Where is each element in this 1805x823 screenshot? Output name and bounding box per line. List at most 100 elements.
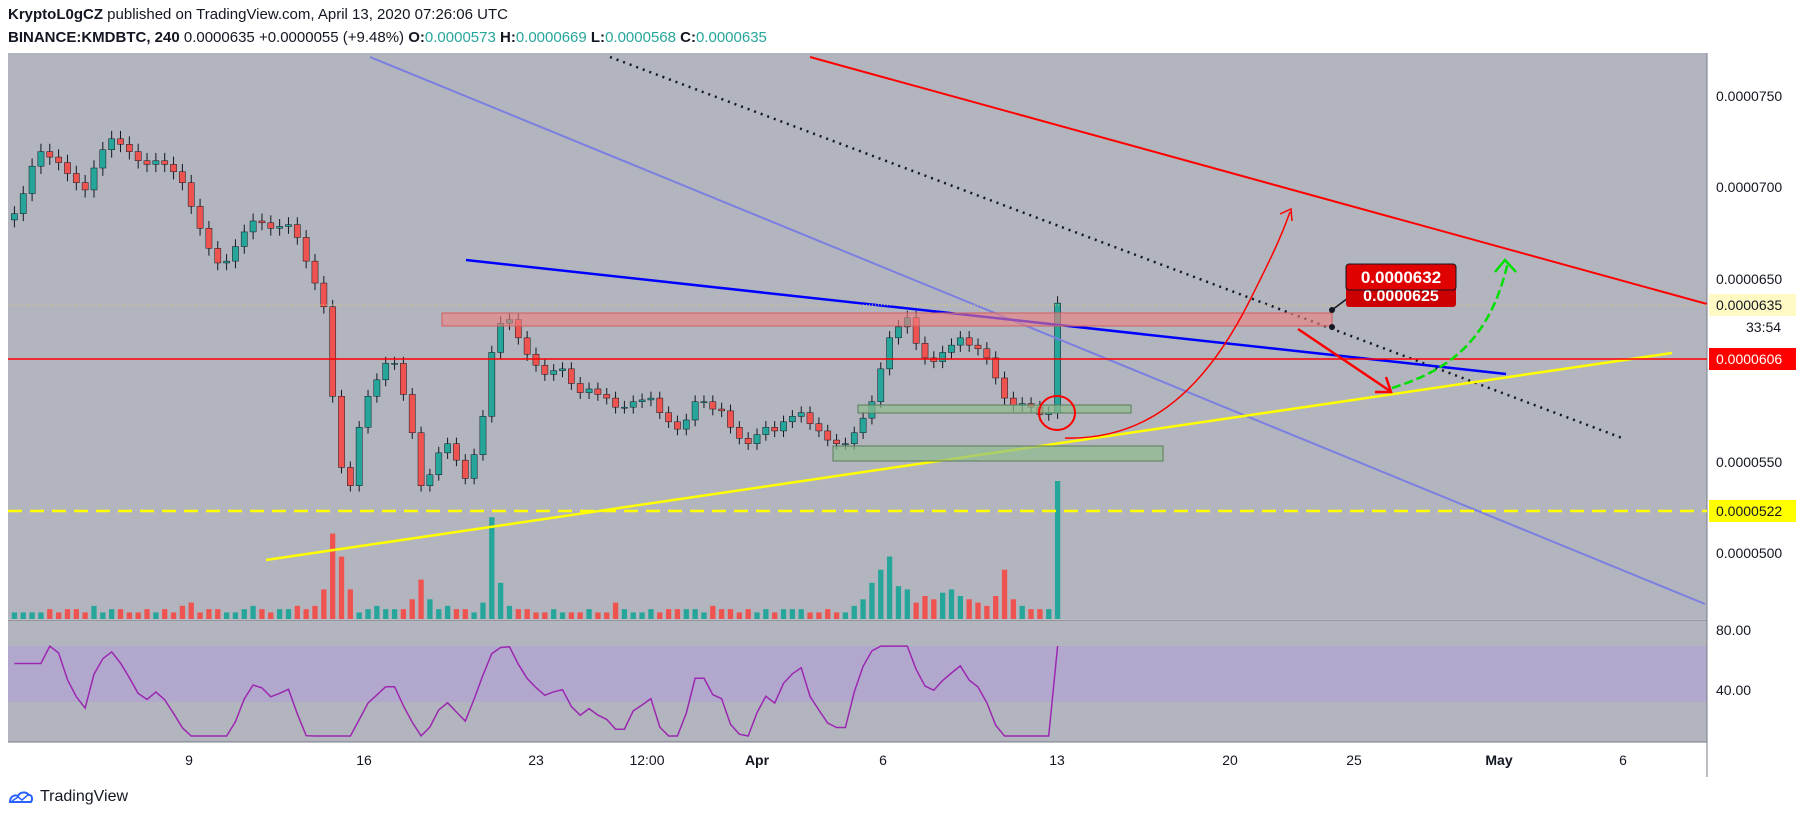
candle-body xyxy=(19,193,27,214)
candle-body xyxy=(886,337,893,370)
rsi-tick: 80.00 xyxy=(1716,622,1751,638)
footer-brand-text: TradingView xyxy=(40,788,129,805)
candle-body xyxy=(408,394,416,434)
candle-body xyxy=(523,337,531,355)
volume-bar xyxy=(551,609,557,619)
candle-body xyxy=(1001,377,1008,399)
volume-bar xyxy=(586,609,592,619)
volume-bar xyxy=(453,609,460,619)
candle-body xyxy=(453,443,460,461)
candle-body xyxy=(815,423,823,432)
volume-bar xyxy=(1010,599,1017,619)
footer-brand[interactable]: TradingView xyxy=(8,788,128,806)
time-tick: 25 xyxy=(1346,752,1362,768)
price-chart[interactable]: 0.0000625 0.0000632 0.0000750 0.0000700 … xyxy=(0,0,1805,780)
candle-body xyxy=(258,220,266,224)
volume-bar xyxy=(471,612,477,619)
volume-bar xyxy=(780,609,787,619)
volume-bar xyxy=(674,609,681,619)
time-tick: 13 xyxy=(1049,752,1065,768)
candle-body xyxy=(276,226,283,229)
volume-bar xyxy=(497,582,504,619)
candle-body xyxy=(311,260,319,284)
red-line-tag xyxy=(1709,348,1796,370)
volume-bar xyxy=(524,609,530,619)
volume-bar xyxy=(303,609,309,619)
candle-body xyxy=(877,368,885,402)
time-tick: 20 xyxy=(1222,752,1238,768)
candle-body xyxy=(956,337,964,346)
volume-bar xyxy=(692,609,698,619)
volume-bar xyxy=(577,612,583,619)
symbol-label[interactable]: BINANCE:KMDBTC, 240 xyxy=(8,29,180,46)
volume-bar xyxy=(754,612,760,619)
volume-bar xyxy=(489,517,495,619)
candle-body xyxy=(143,160,151,165)
candle-body xyxy=(497,322,504,353)
open-value: 0.0000573 xyxy=(424,29,496,46)
volume-bar xyxy=(480,602,486,619)
volume-bar xyxy=(409,599,415,619)
volume-bar xyxy=(29,612,35,619)
volume-bar xyxy=(798,609,804,619)
volume-bar xyxy=(825,609,831,619)
candle-body xyxy=(240,231,248,247)
resistance-zone-box xyxy=(441,312,1333,327)
last-price-tag xyxy=(1709,294,1796,316)
candle-body xyxy=(152,160,160,165)
candle-body xyxy=(126,144,133,152)
price-tick: 0.0000500 xyxy=(1716,545,1782,561)
candle-body xyxy=(727,410,734,428)
candle-body xyxy=(682,419,690,430)
symbol-ohlc-row: BINANCE:KMDBTC, 240 0.0000635 +0.0000055… xyxy=(8,29,767,46)
close-value: 0.0000635 xyxy=(695,29,767,46)
volume-bar xyxy=(957,596,963,619)
author-name[interactable]: KryptoL0gCZ xyxy=(8,6,103,23)
candle-body xyxy=(444,443,451,454)
publish-info: KryptoL0gCZ published on TradingView.com… xyxy=(8,6,508,23)
candle-body xyxy=(373,379,381,397)
candle-body xyxy=(824,430,832,441)
volume-bar xyxy=(462,609,468,619)
time-tick: 23 xyxy=(528,752,544,768)
candle-body xyxy=(435,452,443,476)
volume-bar xyxy=(436,609,442,619)
volume-bar xyxy=(126,612,132,619)
candle-body xyxy=(735,427,743,439)
candle-body xyxy=(302,237,310,262)
volume-bar xyxy=(886,556,893,619)
candle-body xyxy=(780,421,787,432)
candle-body xyxy=(541,364,549,375)
volume-bar xyxy=(197,612,203,619)
time-tick: 12:00 xyxy=(629,752,664,768)
tradingview-logo-icon xyxy=(8,791,34,803)
candle-body xyxy=(550,370,558,375)
time-tick: May xyxy=(1485,752,1512,768)
price-axis[interactable]: 0.0000750 0.0000700 0.0000650 0.0000550 … xyxy=(1709,88,1796,698)
candle-body xyxy=(28,165,36,194)
candle-body xyxy=(921,343,929,359)
candle-body xyxy=(488,352,496,417)
candle-body xyxy=(939,352,946,362)
candle-body xyxy=(249,220,257,233)
candle-body xyxy=(576,383,584,393)
price-tick: 0.0000700 xyxy=(1716,179,1782,195)
candle-body xyxy=(108,138,116,151)
volume-bar xyxy=(1037,609,1043,619)
volume-bar xyxy=(1054,481,1061,619)
volume-bar xyxy=(515,609,521,619)
volume-bar xyxy=(117,609,124,619)
time-axis[interactable]: 9 16 23 12:00 Apr 6 13 20 25 May 6 xyxy=(185,752,1627,768)
volume-bar xyxy=(170,612,177,619)
rsi-band xyxy=(8,646,1707,702)
candle-body xyxy=(134,151,142,161)
candle-body xyxy=(709,401,717,410)
volume-bar xyxy=(506,605,513,619)
candle-body xyxy=(859,417,867,434)
volume-bar xyxy=(427,599,433,619)
volume-bar xyxy=(312,605,318,619)
yellow-line-tag-text: 0.0000522 xyxy=(1716,503,1782,519)
candle-body xyxy=(1010,397,1017,406)
volume-bar xyxy=(179,605,186,619)
candle-body xyxy=(55,156,62,163)
